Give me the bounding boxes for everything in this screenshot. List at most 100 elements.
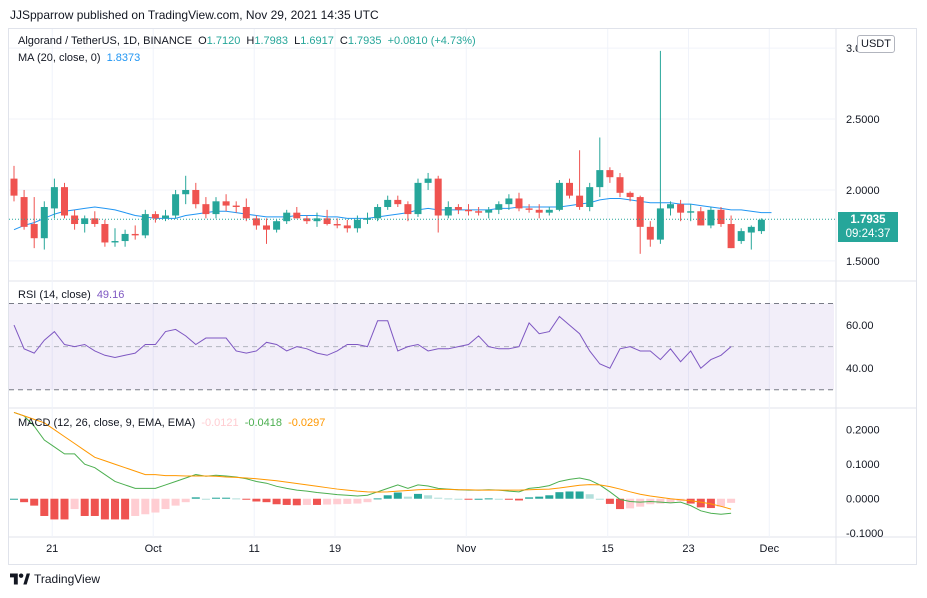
candle [343,219,351,233]
candle-body [525,208,533,210]
macd-histogram-bar [515,498,523,501]
candle-body [50,187,58,209]
candle-body [364,218,371,220]
macd-histogram-bar [70,498,79,510]
macd-histogram-bar [363,498,372,503]
macd-histogram-bar [383,495,392,499]
ma-legend[interactable]: MA (20, close, 0) 1.8373 [18,52,143,64]
candle-body [707,209,715,226]
candle-body [596,170,604,188]
candle-body [727,224,735,249]
symbol-name[interactable]: Algorand / TetherUS, 1D, BINANCE [18,35,193,47]
macd-histogram-bar [50,498,59,520]
open-value: 1.7120 [206,35,241,47]
candle [454,204,462,215]
candle-body [505,198,513,205]
candle [323,209,331,226]
x-tick-label: 19 [329,543,341,555]
macd-histogram-bar [302,498,311,505]
macd-histogram-bar [504,498,513,500]
macd-histogram-bar [484,498,493,500]
candle [353,215,361,233]
chart-frame [8,28,917,565]
macd-histogram-bar [191,497,200,499]
macd-histogram-bar [292,498,301,506]
footer: TradingView [10,572,100,586]
candle [424,172,432,190]
low-value: 1.6917 [300,35,334,47]
macd-histogram-bar [414,493,422,499]
ma20-line [13,197,772,231]
candle-body [353,219,361,229]
candle [636,195,644,254]
rsi-line [13,315,732,369]
candle-body [465,209,472,212]
macd-histogram-bar [474,498,483,500]
last-price-tag: 1.7935 09:24:37 [838,212,898,243]
macd-line-value: -0.0418 [244,417,283,429]
macd-histogram-bar [40,498,49,516]
macd-histogram-bar [333,498,342,505]
low-label: L [294,35,301,47]
tradingview-logo-icon [10,573,30,585]
candle-body [424,178,432,183]
candle [404,201,412,222]
candle-body [586,187,594,207]
candle [50,178,58,219]
macd-histogram-bar [696,498,705,508]
candle-body [91,218,99,225]
high-label: H [246,35,255,47]
price-tick-label: 2.0000 [846,185,880,197]
candle [687,204,695,222]
candle [596,137,604,198]
candle [273,219,281,233]
rsi-tick-label: 60.00 [846,320,874,332]
footer-brand[interactable]: TradingView [34,572,101,586]
candle [485,206,493,219]
candle [465,204,472,216]
macd-hist-value: -0.0121 [201,417,239,429]
macd-tick-label: 0.0000 [846,494,880,506]
candle-body [232,205,240,207]
candle [121,229,129,247]
candle [222,194,230,212]
candle [313,212,321,227]
candle [606,167,614,183]
macd-histogram-bar [403,496,412,499]
candle-body [283,212,291,222]
macd-histogram-bar [80,498,89,516]
x-tick-label: 15 [602,543,614,555]
candle-body [151,214,159,219]
currency-button[interactable]: USDT [857,35,895,53]
candle [545,206,553,216]
macd-label: MACD (12, 26, close, 9, EMA, EMA) [18,417,196,429]
candle [384,195,392,210]
macd-histogram-bar [585,494,594,499]
candle-body [323,218,331,225]
candle-body [192,189,200,205]
macd-histogram-bar [605,498,614,504]
macd-histogram-bar [525,497,534,499]
candle-body [434,178,442,216]
macd-histogram-bar [393,492,402,499]
candle-body [606,170,614,178]
candle [576,150,584,210]
macd-histogram-bar [717,498,725,507]
rsi-pane [9,303,834,391]
candle [81,215,89,233]
candle [141,209,149,239]
x-tick-label: Nov [457,543,477,555]
candle [434,175,442,233]
macd-histogram-bar [282,498,291,505]
macd-histogram-bar [111,498,119,520]
macd-legend[interactable]: MACD (12, 26, close, 9, EMA, EMA) -0.012… [18,417,328,429]
ma-label: MA (20, close, 0) [18,52,101,64]
macd-histogram-bar [666,498,675,503]
candle [707,206,715,229]
candle-body [737,231,745,242]
candle [394,195,402,207]
rsi-legend[interactable]: RSI (14, close) 49.16 [18,289,127,301]
macd-histogram-bar [626,498,635,509]
candle [737,228,745,244]
